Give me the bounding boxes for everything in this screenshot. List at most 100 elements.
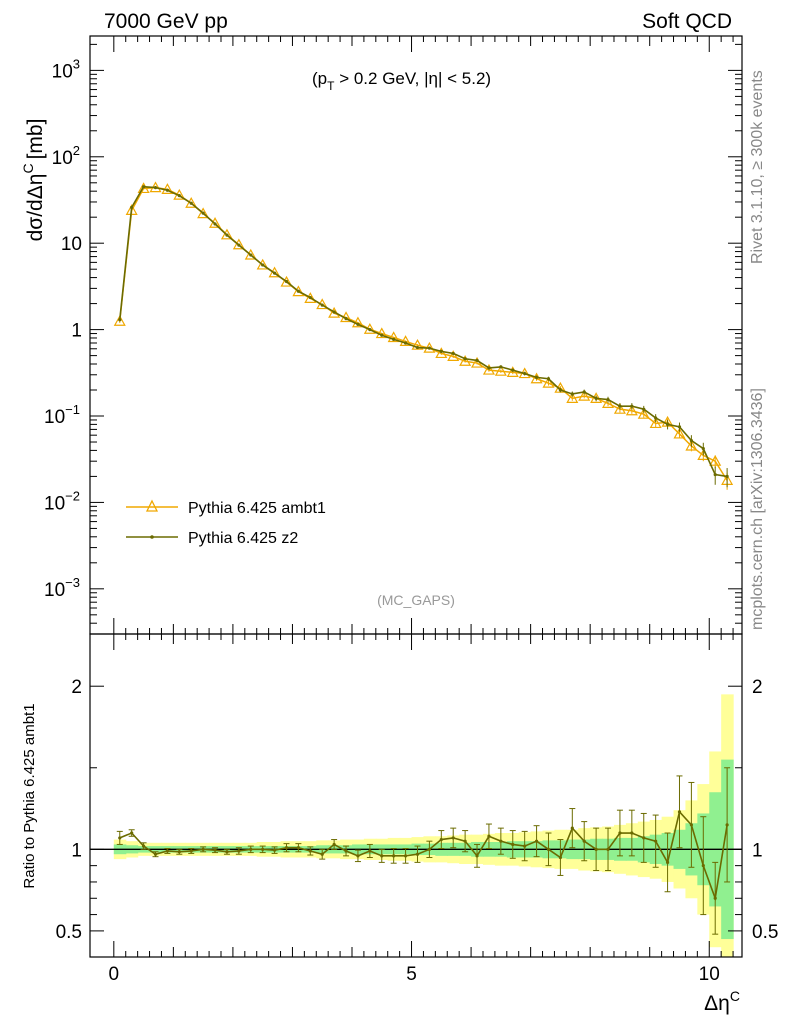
x-tick-label: 0: [109, 964, 120, 985]
ratio-data-point: [237, 849, 241, 853]
ratio-frame: [89, 633, 743, 958]
ratio-data-point: [463, 839, 467, 843]
ratio-data-point: [130, 831, 134, 835]
data-point-ambt1: [387, 331, 400, 343]
data-point-z2: [606, 397, 610, 402]
main-y-axis-label: dσ/dΔηC[mb]: [20, 119, 47, 242]
ratio-series-line-z2: [119, 810, 728, 902]
ratio-data-point: [249, 847, 253, 851]
ratio-data-point: [201, 847, 205, 851]
ratio-data-point: [558, 855, 562, 860]
data-point-z2: [499, 365, 503, 369]
data-point-ambt1: [411, 338, 424, 350]
data-point-z2: [523, 371, 527, 376]
data-point-ambt1: [673, 427, 686, 439]
data-point-ambt1: [709, 454, 722, 466]
data-point-ambt1: [459, 355, 472, 366]
data-point-z2: [177, 194, 181, 198]
data-point-z2: [701, 446, 705, 451]
series-line-z2: [118, 185, 728, 478]
data-point-ambt1: [613, 402, 626, 414]
legend-entry-z2: Pythia 6.425 z2: [126, 530, 298, 547]
data-point-ambt1: [197, 207, 210, 219]
legend: Pythia 6.425 ambt1 Pythia 6.425 z2: [126, 499, 326, 547]
ratio-data-point: [296, 846, 301, 850]
data-point-ambt1: [113, 314, 126, 326]
data-point-z2: [141, 185, 146, 189]
ratio-data-point: [534, 839, 539, 843]
ratio-data-point: [213, 848, 217, 852]
ratio-data-point: [642, 836, 646, 840]
legend-dot-marker: [150, 535, 154, 539]
rivet-version-label: Rivet 3.1.10, ≥ 300k events: [749, 70, 766, 264]
data-point-ambt1: [161, 183, 174, 194]
data-point-z2: [165, 188, 170, 192]
ratio-data-point: [630, 831, 634, 835]
data-point-ambt1: [602, 397, 615, 408]
data-point-z2: [237, 243, 241, 247]
data-point-z2: [249, 253, 253, 257]
data-point-z2: [415, 345, 420, 350]
data-point-z2: [118, 318, 122, 322]
ratio-data-point: [511, 842, 515, 847]
ratio-data-point: [582, 839, 586, 843]
ratio-data-point: [332, 842, 336, 847]
data-point-z2: [594, 396, 598, 400]
ratio-data-point: [546, 847, 551, 851]
data-point-z2: [487, 366, 491, 370]
y-tick-label: 10−1: [44, 402, 80, 428]
ratio-data-point: [725, 823, 729, 827]
ratio-data-point: [392, 854, 396, 858]
ratio-data-point: [403, 854, 408, 858]
data-point-ambt1: [351, 316, 364, 328]
ratio-data-point: [475, 854, 479, 858]
ratio-y-tick-label-right: 1: [752, 840, 763, 861]
data-point-z2: [439, 349, 443, 353]
x-tick-label: 5: [406, 964, 417, 985]
data-point-z2: [713, 472, 717, 477]
data-point-z2: [427, 346, 431, 350]
x-tick-label: 10: [699, 964, 720, 985]
y-tick-label: 10−2: [44, 488, 80, 514]
y-tick-label: 102: [52, 143, 80, 169]
data-point-ambt1: [482, 363, 495, 375]
data-point-z2: [642, 407, 646, 411]
mcplots-credit-label: mcplots.cern.ch [arXiv:1306.3436]: [749, 388, 766, 630]
data-point-z2: [630, 404, 634, 408]
ratio-data-point: [499, 839, 503, 843]
data-point-z2: [689, 438, 693, 443]
ratio-y-axis-label: Ratio to Pythia 6.425 ambt1: [21, 703, 38, 888]
data-point-z2: [570, 392, 574, 396]
ratio-data-point: [368, 849, 372, 853]
data-point-ambt1: [232, 238, 245, 250]
ratio-y-tick-label-right: 2: [752, 677, 763, 698]
data-point-z2: [153, 185, 158, 190]
ratio-y-tick-label-right: 0.5: [752, 922, 778, 943]
ratio-axis-ticks: [90, 634, 742, 957]
analysis-watermark: (MC_GAPS): [377, 592, 455, 608]
main-y-tick-labels: 10−3 10−2 10−1 1 10 102 103: [44, 56, 82, 600]
data-point-ambt1: [304, 292, 317, 303]
ratio-data-point: [165, 849, 170, 853]
main-data-area: [113, 181, 734, 490]
data-point-z2: [380, 333, 384, 337]
ratio-y-tick-label-left: 0.5: [56, 922, 82, 943]
data-point-ambt1: [280, 275, 293, 287]
legend-label-z2: Pythia 6.425 z2: [188, 530, 298, 547]
ratio-data-point: [141, 844, 146, 848]
data-point-ambt1: [399, 335, 412, 347]
data-point-z2: [475, 358, 479, 363]
data-point-z2: [344, 317, 348, 321]
data-point-ambt1: [244, 248, 257, 260]
ratio-data-point: [523, 844, 527, 848]
legend-triangle-marker: [145, 499, 159, 512]
y-tick-label: 10−3: [44, 575, 80, 601]
ratio-data-point: [606, 847, 610, 851]
ratio-data-point: [618, 831, 622, 835]
ratio-y-tick-label-left: 2: [71, 677, 82, 698]
ratio-data-point: [153, 852, 158, 856]
y-tick-label: 1: [71, 321, 82, 342]
data-point-z2: [296, 289, 301, 293]
data-point-z2: [665, 422, 670, 426]
